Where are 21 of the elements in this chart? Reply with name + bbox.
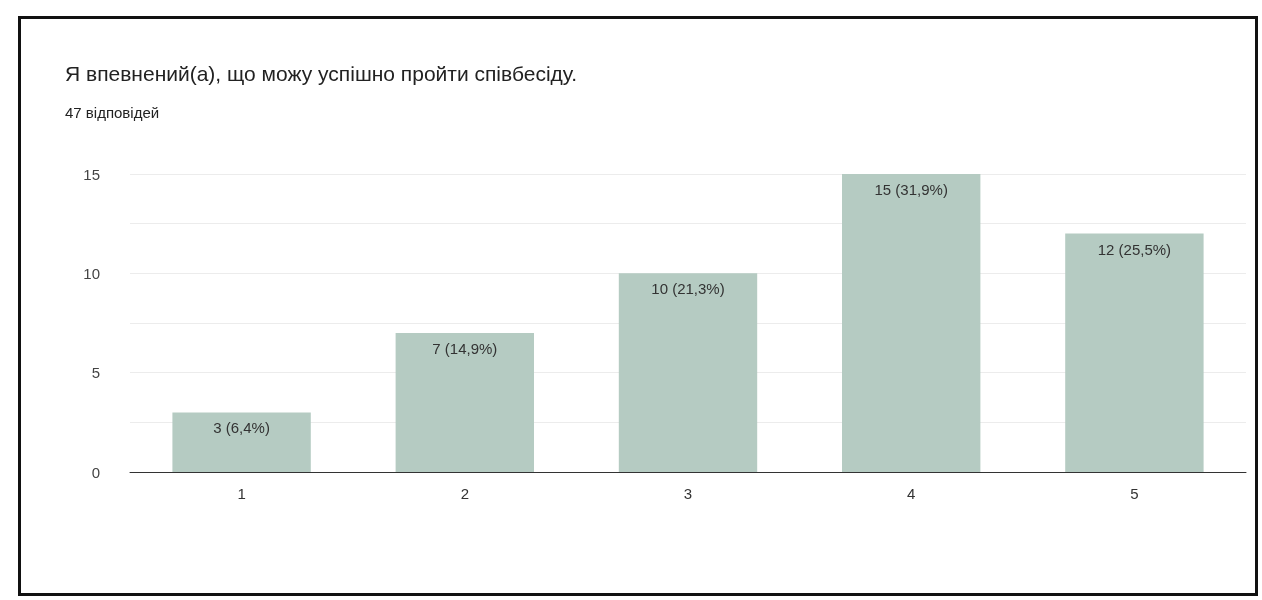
bar <box>842 174 981 472</box>
data-label: 10 (21,3%) <box>651 280 725 298</box>
y-tick-label: 5 <box>91 364 100 382</box>
x-tick-label: 5 <box>1130 485 1139 502</box>
chart-subtitle: 47 відповідей <box>65 104 160 121</box>
y-tick-label: 0 <box>91 463 100 481</box>
x-tick-label: 3 <box>683 485 693 502</box>
bar <box>395 332 534 472</box>
data-label: 7 (14,9%) <box>432 339 498 357</box>
bar <box>618 273 758 472</box>
x-tick-label: 1 <box>237 485 246 502</box>
y-tick-label: 15 <box>83 165 100 183</box>
data-label: 3 (6,4%) <box>213 419 270 437</box>
data-label: 15 (31,9%) <box>874 181 948 198</box>
x-tick-label: 2 <box>460 485 469 502</box>
x-tick-label: 4 <box>907 485 916 502</box>
y-tick-label: 10 <box>83 264 100 282</box>
bar <box>172 412 311 472</box>
chart-title: Я впевнений(а), що можу успішно пройти співбесіду. <box>65 62 578 85</box>
data-label: 12 (25,5%) <box>1097 240 1172 258</box>
bar <box>1065 233 1204 472</box>
